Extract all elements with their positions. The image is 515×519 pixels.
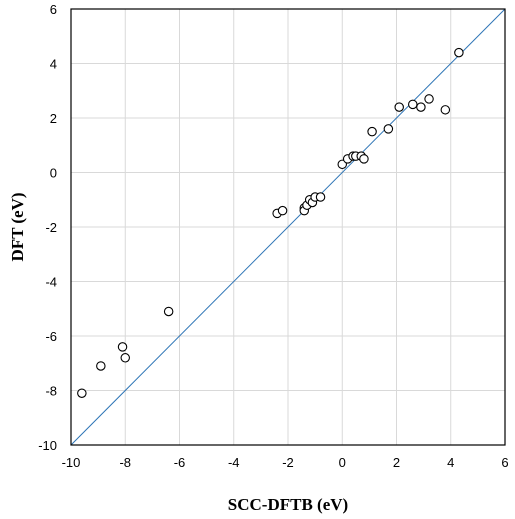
data-point	[454, 47, 464, 58]
data-points	[77, 47, 464, 398]
data-point	[394, 102, 404, 112]
data-point	[96, 361, 106, 371]
grid-lines	[71, 9, 505, 445]
y-tick-label: 4	[50, 57, 57, 72]
x-tick-label: 0	[339, 455, 346, 470]
x-tick-labels: -10 -8 -6 -4 -2 0 2 4 6	[62, 455, 509, 470]
x-tick-label: 6	[501, 455, 508, 470]
y-tick-label: -10	[38, 438, 57, 453]
reference-line	[70, 8, 506, 446]
y-tick-label: -6	[45, 329, 57, 344]
y-tick-label: 0	[50, 166, 57, 181]
y-tick-label: -8	[45, 384, 57, 399]
data-point	[408, 99, 418, 110]
y-tick-label: -4	[45, 275, 57, 290]
plot-frame	[70, 8, 506, 446]
x-tick-label: -6	[174, 455, 186, 470]
x-tick-label: 2	[393, 455, 400, 470]
data-point	[315, 192, 326, 202]
x-tick-label: -10	[62, 455, 81, 470]
data-point	[367, 126, 377, 137]
y-axis-title: DFT (eV)	[8, 192, 27, 261]
data-point	[424, 94, 434, 104]
data-point	[416, 102, 426, 112]
data-point	[440, 105, 451, 115]
data-point	[117, 342, 128, 352]
data-point	[359, 154, 369, 164]
data-point	[120, 353, 131, 363]
data-point	[77, 388, 87, 398]
data-point	[277, 205, 288, 216]
data-point	[383, 124, 394, 134]
x-tick-label: -2	[282, 455, 294, 470]
x-tick-label: -8	[119, 455, 131, 470]
y-tick-labels: -10 -8 -6 -4 -2 0 2 4 6	[38, 2, 57, 453]
y-tick-label: -2	[45, 220, 57, 235]
y-tick-label: 6	[50, 2, 57, 17]
y-tick-label: 2	[50, 111, 57, 126]
x-axis-title: SCC-DFTB (eV)	[228, 495, 348, 514]
data-point	[163, 306, 174, 317]
x-tick-label: -4	[228, 455, 240, 470]
x-tick-label: 4	[447, 455, 454, 470]
